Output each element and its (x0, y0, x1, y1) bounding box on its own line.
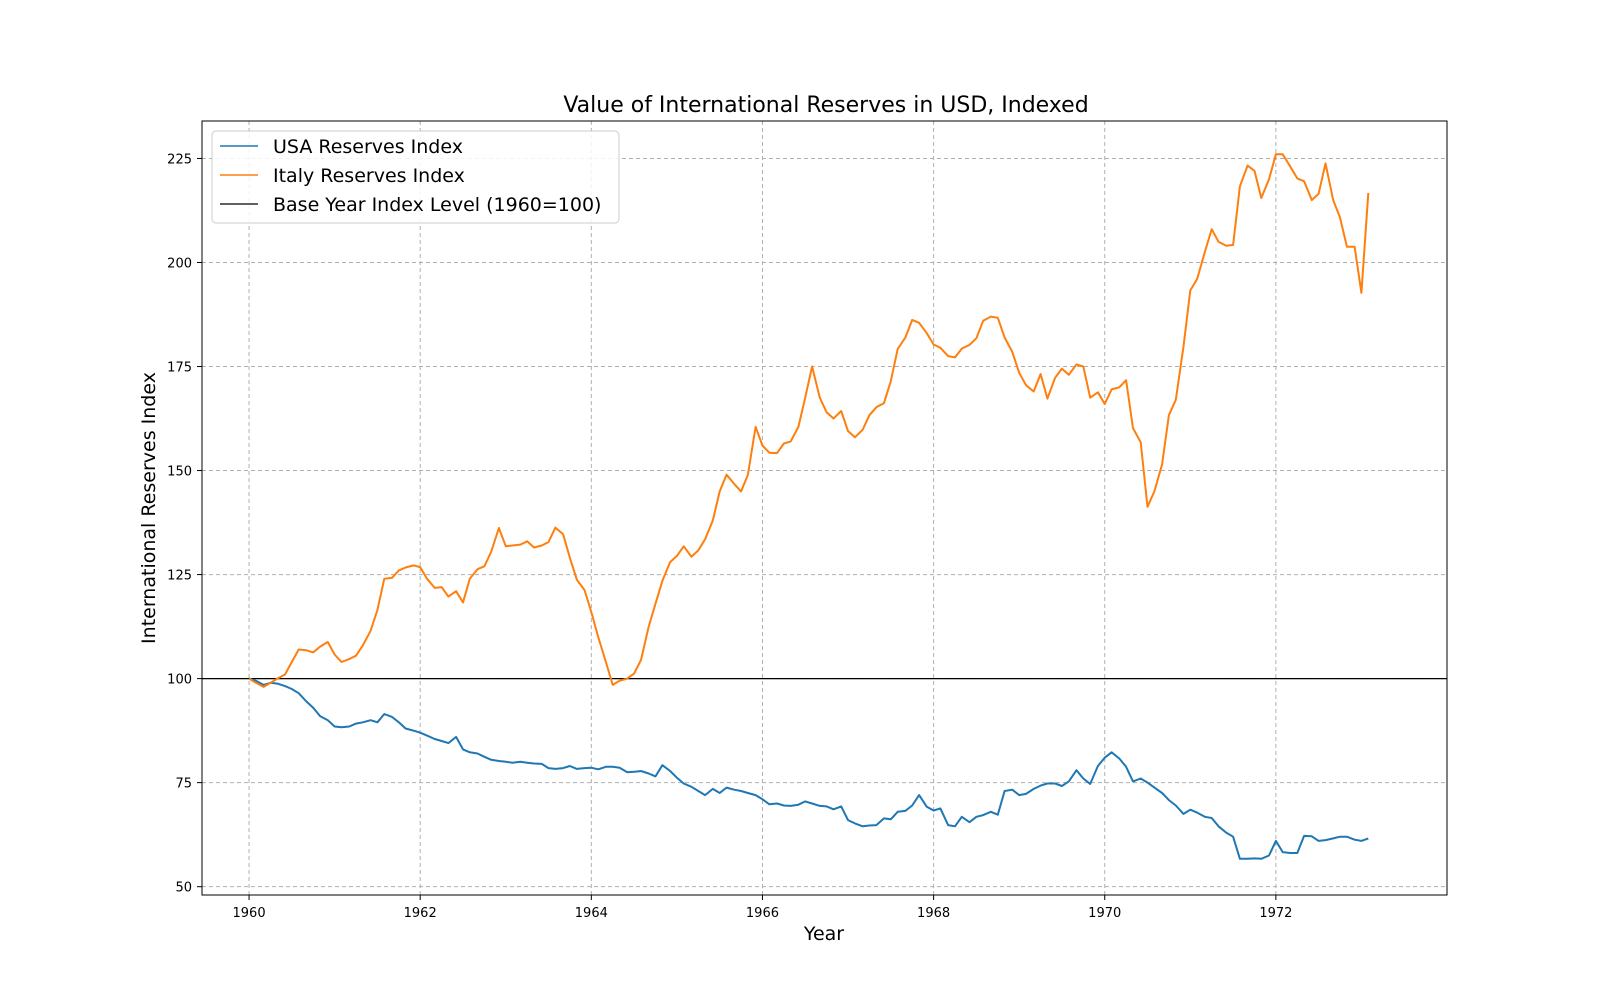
legend-box (211, 130, 620, 224)
usa-reserves-line (248, 677, 1369, 860)
y-tick-label: 75 (175, 777, 192, 792)
y-tick-label: 175 (167, 361, 192, 376)
x-tick-label: 1966 (746, 906, 779, 921)
legend-label-base: Base Year Index Level (1960=100) (273, 194, 601, 216)
y-tick-label: 50 (175, 881, 192, 896)
legend: USA Reserves Index Italy Reserves Index … (211, 130, 620, 224)
y-tick-label: 225 (167, 152, 192, 167)
y-tick-label: 125 (167, 569, 192, 584)
x-tick-label: 1972 (1259, 906, 1292, 921)
chart-title: Value of International Reserves in USD, … (563, 93, 1088, 118)
y-axis: 50 75 100 125 150 175 200 225 (167, 152, 202, 896)
x-axis: 1960 1962 1964 1966 1968 1970 1972 (233, 895, 1292, 921)
x-axis-title: Year (803, 923, 844, 945)
series-group (248, 153, 1370, 860)
y-tick-label: 150 (167, 465, 192, 480)
y-tick-label: 200 (167, 256, 192, 271)
x-tick-label: 1962 (404, 906, 437, 921)
legend-label-usa: USA Reserves Index (273, 136, 463, 158)
italy-reserves-line (248, 153, 1370, 688)
grid (202, 121, 1447, 895)
x-tick-label: 1968 (917, 906, 950, 921)
y-tick-label: 100 (167, 673, 192, 688)
legend-label-italy: Italy Reserves Index (273, 165, 465, 187)
plot-frame (201, 120, 1448, 896)
y-axis-title: International Reserves Index (138, 372, 160, 644)
x-tick-label: 1970 (1088, 906, 1121, 921)
x-tick-label: 1960 (233, 906, 266, 921)
x-tick-label: 1964 (575, 906, 608, 921)
